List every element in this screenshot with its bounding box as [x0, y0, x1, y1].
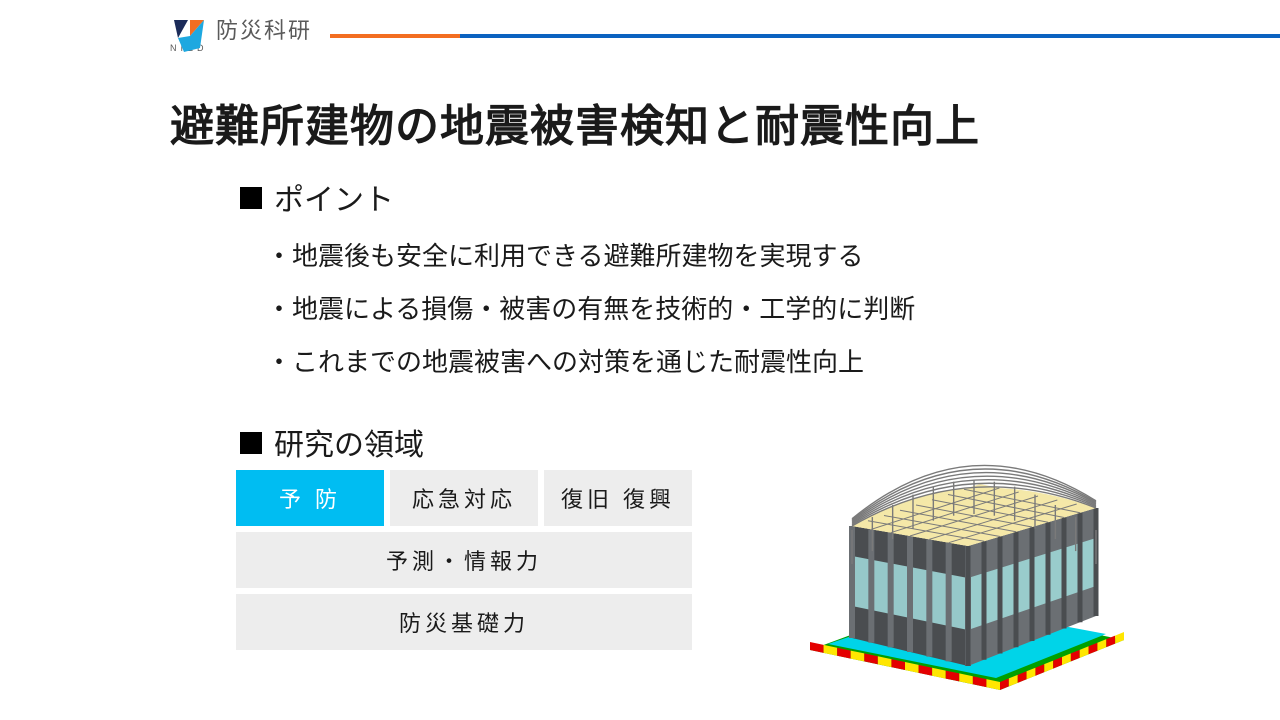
point-item: これまでの地震被害への対策を通じた耐震性向上: [270, 336, 915, 389]
logo-text: 防災科研 NIED: [216, 20, 312, 53]
points-list: 地震後も安全に利用できる避難所建物を実現する 地震による損傷・被害の有無を技術的…: [270, 230, 915, 389]
table-row: 予 防 応急対応 復旧 復興: [236, 470, 692, 526]
cell-recovery: 復旧 復興: [544, 470, 692, 526]
building-illustration: [800, 430, 1130, 690]
point-item: 地震後も安全に利用できる避難所建物を実現する: [270, 230, 915, 283]
table-row: 防災基礎力: [236, 594, 692, 650]
square-bullet-icon: [240, 187, 262, 209]
header-rule-orange: [330, 34, 460, 38]
cell-label: 防災基礎力: [399, 606, 529, 638]
section-heading-research: 研究の領域: [240, 420, 424, 464]
cell-emergency: 応急対応: [390, 470, 538, 526]
logo-mark-icon: [170, 18, 206, 54]
section-heading-points: ポイント: [240, 175, 394, 219]
cell-label: 予 防: [279, 482, 341, 514]
header-rule-blue: [460, 34, 1280, 38]
org-logo: 防災科研 NIED: [170, 18, 312, 54]
cell-label: 予測・情報力: [386, 544, 542, 576]
point-item: 地震による損傷・被害の有無を技術的・工学的に判断: [270, 283, 915, 336]
cell-prevention: 予 防: [236, 470, 384, 526]
cell-label: 応急対応: [412, 482, 516, 514]
page-title: 避難所建物の地震被害検知と耐震性向上: [170, 90, 980, 154]
research-table: 予 防 応急対応 復旧 復興 予測・情報力 防災基礎力: [236, 470, 692, 656]
table-row: 予測・情報力: [236, 532, 692, 588]
cell-prediction: 予測・情報力: [236, 532, 692, 588]
cell-label: 復旧 復興: [561, 482, 675, 514]
research-heading-text: 研究の領域: [274, 429, 424, 462]
cell-basic: 防災基礎力: [236, 594, 692, 650]
org-name: 防災科研: [216, 18, 312, 43]
points-heading-text: ポイント: [274, 184, 394, 217]
header-rule: [330, 34, 1280, 38]
header-bar: 防災科研 NIED: [0, 18, 1280, 54]
square-bullet-icon: [240, 432, 262, 454]
